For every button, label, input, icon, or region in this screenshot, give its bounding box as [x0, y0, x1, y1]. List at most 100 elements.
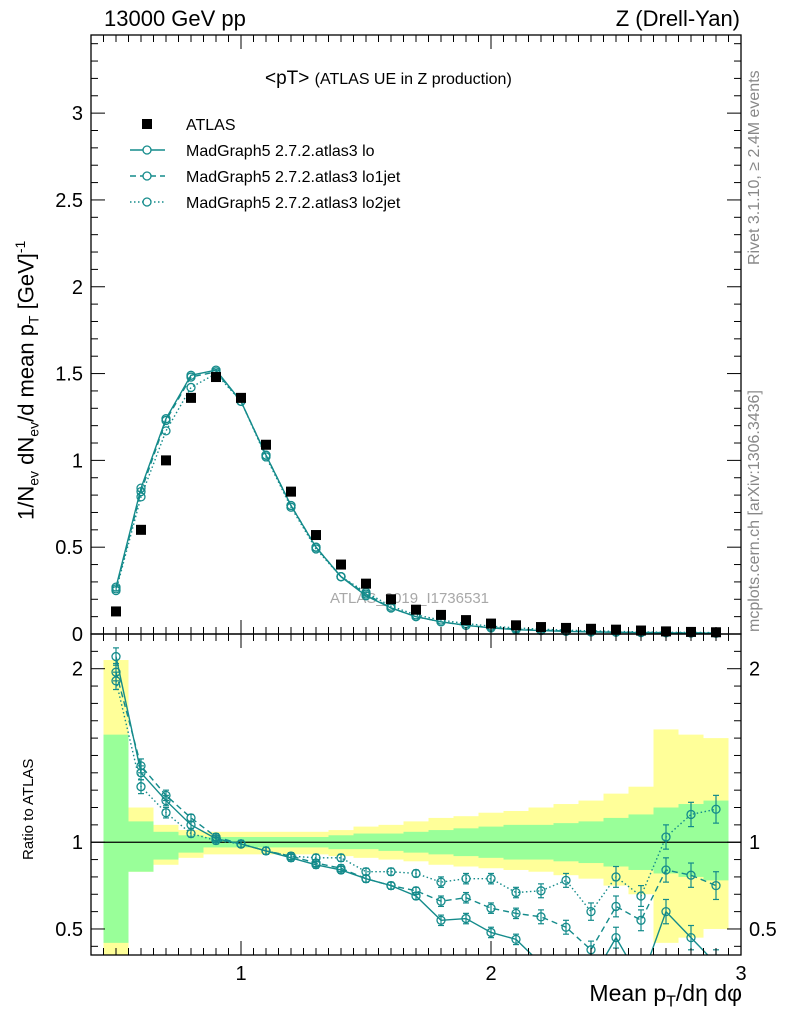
series-marker-dashed: [161, 415, 171, 426]
ratio-marker-dotted: [686, 809, 696, 820]
main-y-tick-label: 1.5: [55, 364, 83, 386]
legend-marker-dashed: [142, 171, 152, 181]
ratio-marker-dotted: [586, 906, 596, 917]
atlas-data-point: [336, 559, 346, 570]
legend-marker-atlas: [142, 119, 152, 129]
ratio-marker-dotted: [361, 867, 371, 877]
band-green-bin: [153, 831, 179, 860]
plot-title: <pT> (ATLAS UE in Z production): [265, 68, 512, 90]
legend-label: MadGraph5 2.7.2.atlas3 lo2jet: [186, 195, 401, 212]
ratio-marker-dotted: [536, 886, 546, 896]
series-marker-dashed: [186, 372, 196, 382]
ratio-marker-dotted: [336, 853, 346, 863]
ratio-marker-dashed: [161, 790, 171, 801]
ratio-marker-dashed: [511, 908, 521, 919]
main-y-tick-label: 0.5: [55, 537, 83, 559]
ratio-marker-dotted: [436, 877, 446, 887]
atlas-data-point: [161, 455, 171, 466]
series-line-dashed: [115, 371, 717, 634]
series-marker-dashed: [136, 486, 146, 497]
ratio-marker-dotted: [461, 874, 471, 884]
ratio-y-tick-label: 2: [72, 659, 83, 681]
plot-title-main: <pT>: [265, 68, 310, 89]
ratio-marker-solid: [111, 651, 121, 662]
ratio-marker-dotted: [161, 808, 171, 818]
main-y-tick-label: 0: [72, 624, 83, 646]
ratio-marker-solid: [686, 932, 696, 943]
atlas-data-point: [386, 594, 396, 605]
ratio-marker-solid: [562, 968, 570, 976]
series-line-solid: [115, 369, 717, 635]
ratio-y-tick-label: 1: [72, 832, 83, 854]
band-green-bin: [103, 734, 129, 943]
legend-marker-solid: [142, 145, 152, 155]
band-green-bin: [128, 821, 154, 872]
ratio-marker-solid: [436, 915, 446, 925]
main-y-tick-label: 3: [72, 103, 83, 125]
ratio-marker-solid: [661, 906, 671, 917]
atlas-data-point: [236, 392, 246, 403]
ratio-y-tick-label-right: 1: [749, 832, 760, 854]
legend-marker-dotted: [142, 197, 152, 207]
series-marker-solid: [136, 483, 146, 493]
ratio-marker-dotted: [136, 782, 146, 792]
ratio-marker-solid: [486, 927, 496, 938]
ratio-series-dotted: [111, 671, 721, 921]
legend-label: MadGraph5 2.7.2.atlas3 lo: [186, 143, 375, 160]
ratio-marker-dashed: [711, 880, 721, 891]
atlas-data-point: [111, 606, 121, 617]
x-axis-label: Mean pT/dη dφ: [589, 980, 742, 1011]
ratio-marker-dotted: [286, 851, 296, 861]
series-marker-dotted: [111, 585, 121, 596]
ratio-marker-dotted: [186, 828, 196, 839]
legend-label: MadGraph5 2.7.2.atlas3 lo1jet: [186, 169, 401, 186]
x-tick-label: 3: [735, 963, 746, 985]
ratio-marker-dashed: [686, 870, 696, 880]
series-line-dotted: [115, 372, 717, 634]
atlas-data-point: [211, 372, 221, 383]
ratio-marker-dashed: [486, 903, 496, 913]
ratio-marker-dotted: [211, 835, 221, 846]
ratio-marker-dashed: [661, 865, 671, 875]
series-marker-dotted: [286, 502, 296, 512]
ratio-uncertainty-bands: [103, 660, 729, 955]
main-series-group: [111, 365, 721, 638]
plot-title-sub: (ATLAS UE in Z production): [314, 71, 512, 88]
ratio-marker-dashed: [386, 880, 396, 891]
ratio-marker-dotted: [486, 874, 496, 884]
atlas-data-point: [411, 604, 421, 615]
atlas-data-point: [436, 609, 446, 620]
ratio-marker-solid: [712, 960, 720, 968]
header-energy-label: 13000 GeV pp: [104, 6, 246, 31]
band-green-bin: [178, 835, 204, 853]
ratio-marker-solid: [537, 960, 545, 968]
band-green-bin: [353, 833, 379, 850]
ratio-marker-dashed: [186, 813, 196, 823]
ratio-marker-dashed: [136, 761, 146, 771]
header-process-label: Z (Drell-Yan): [615, 6, 740, 31]
axes-ticks: 00.511.522.530.5 0.51 12 21 2 3: [55, 35, 777, 985]
ratio-y-tick-label: 0.5: [55, 919, 83, 941]
ratio-series-group: [111, 647, 721, 976]
ratio-marker-dashed: [636, 915, 646, 925]
atlas-data-point: [261, 439, 271, 450]
ratio-marker-dashed: [461, 893, 471, 903]
ratio-marker-dotted: [611, 872, 621, 882]
series-marker-dotted: [136, 492, 146, 502]
series-marker-dotted: [261, 452, 271, 462]
atlas-data-point: [136, 524, 146, 535]
legend-label: ATLAS: [186, 117, 236, 134]
ratio-marker-solid: [511, 934, 521, 945]
ratio-marker-dotted: [386, 867, 396, 877]
atlas-data-point: [361, 578, 371, 589]
ratio-marker-solid: [461, 913, 471, 924]
series-marker-dotted: [336, 572, 346, 582]
ratio-marker-dashed: [411, 886, 421, 896]
ratio-y-tick-label-right: 0.5: [749, 919, 777, 941]
ratio-marker-dotted: [636, 891, 646, 901]
ratio-marker-dotted: [561, 875, 571, 886]
ratio-marker-dotted: [261, 846, 271, 856]
ratio-marker-dotted: [236, 839, 246, 849]
atlas-data-point: [461, 615, 471, 626]
